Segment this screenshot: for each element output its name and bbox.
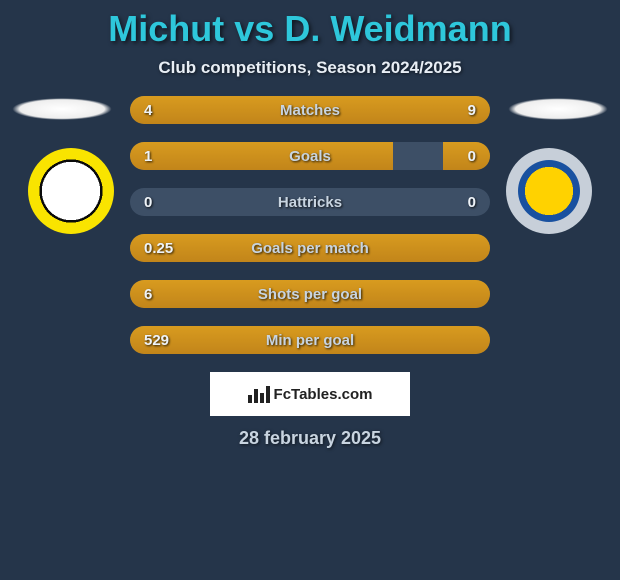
left-value: 6 xyxy=(144,280,152,308)
left-value: 0 xyxy=(144,188,152,216)
attribution-text: FcTables.com xyxy=(274,386,373,403)
stat-row: Goals1 0 xyxy=(130,142,490,170)
left-club-crest xyxy=(28,148,114,234)
right-club-crest xyxy=(506,148,592,234)
stat-row: Min per goal529 xyxy=(130,326,490,354)
left-value: 4 xyxy=(144,96,152,124)
right-value: 0 xyxy=(468,142,476,170)
stat-label: Shots per goal xyxy=(130,280,490,308)
attribution-badge[interactable]: FcTables.com xyxy=(210,372,410,416)
date-label: 28 february 2025 xyxy=(0,428,620,449)
stat-label: Hattricks xyxy=(130,188,490,216)
right-value: 9 xyxy=(468,96,476,124)
left-value: 1 xyxy=(144,142,152,170)
stat-row: Shots per goal6 xyxy=(130,280,490,308)
stat-row: Goals per match0.25 xyxy=(130,234,490,262)
chart-icon xyxy=(248,386,270,403)
right-nameplate xyxy=(508,98,608,120)
comparison-panel: Matches49Goals10Hattricks00Goals per mat… xyxy=(0,96,620,354)
page-title: Michut vs D. Weidmann xyxy=(0,0,620,50)
stat-label: Goals xyxy=(130,142,490,170)
stat-label: Min per goal xyxy=(130,326,490,354)
right-value: 0 xyxy=(468,188,476,216)
stat-row: Matches4 9 xyxy=(130,96,490,124)
subtitle: Club competitions, Season 2024/2025 xyxy=(0,58,620,78)
stat-row: Hattricks0 0 xyxy=(130,188,490,216)
stat-bars: Matches49Goals10Hattricks00Goals per mat… xyxy=(130,96,490,354)
left-value: 529 xyxy=(144,326,169,354)
stat-label: Matches xyxy=(130,96,490,124)
stat-label: Goals per match xyxy=(130,234,490,262)
left-value: 0.25 xyxy=(144,234,173,262)
left-nameplate xyxy=(12,98,112,120)
